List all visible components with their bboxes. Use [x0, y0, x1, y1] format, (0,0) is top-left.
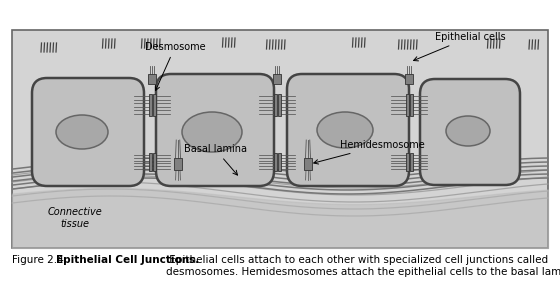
- Bar: [278, 94, 281, 116]
- Bar: [148, 94, 152, 116]
- Ellipse shape: [56, 115, 108, 149]
- FancyBboxPatch shape: [156, 74, 274, 186]
- Bar: [409, 153, 413, 171]
- Text: Connective
tissue: Connective tissue: [48, 207, 102, 229]
- Bar: [278, 153, 281, 171]
- Bar: [405, 153, 408, 171]
- Text: Epithelial cells: Epithelial cells: [414, 32, 506, 61]
- Ellipse shape: [446, 116, 490, 146]
- Text: Figure 2.4.: Figure 2.4.: [12, 255, 67, 265]
- FancyBboxPatch shape: [420, 79, 520, 185]
- Bar: [405, 74, 413, 84]
- Text: Basal lamina: Basal lamina: [184, 144, 246, 175]
- Bar: [12, 30, 548, 248]
- Text: Epithelial Cell Junctions.: Epithelial Cell Junctions.: [56, 255, 199, 265]
- Bar: [148, 153, 152, 171]
- Bar: [152, 94, 156, 116]
- Bar: [409, 94, 413, 116]
- Bar: [273, 94, 277, 116]
- Bar: [273, 153, 277, 171]
- Bar: [304, 158, 312, 170]
- Text: Desmosome: Desmosome: [144, 42, 206, 91]
- Bar: [148, 74, 156, 84]
- Bar: [174, 158, 182, 170]
- Bar: [273, 74, 281, 84]
- FancyBboxPatch shape: [32, 78, 144, 186]
- Text: Epithelial cells attach to each other with specialized cell junctions called
des: Epithelial cells attach to each other wi…: [166, 255, 560, 277]
- Ellipse shape: [317, 112, 373, 148]
- Text: Hemidesmosome: Hemidesmosome: [314, 140, 424, 164]
- Bar: [152, 153, 156, 171]
- Ellipse shape: [182, 112, 242, 152]
- Bar: [405, 94, 408, 116]
- FancyBboxPatch shape: [287, 74, 409, 186]
